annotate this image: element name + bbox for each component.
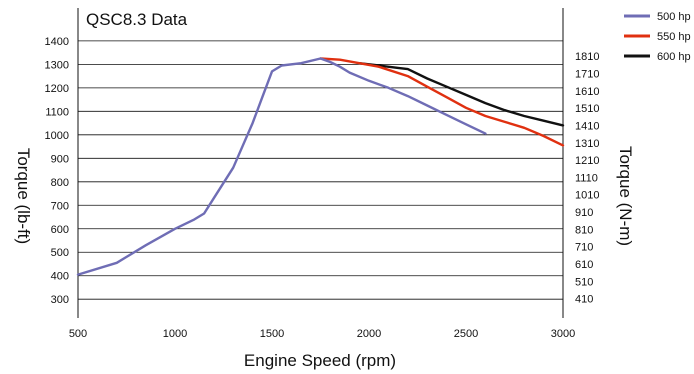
y2-tick-label: 1710 [575,69,599,81]
y-tick-label: 700 [51,200,69,212]
chart-title: QSC8.3 Data [86,10,188,29]
y2-tick-label: 610 [575,259,593,271]
series-layer [76,57,565,276]
series-line-550-hp [319,57,565,147]
y-tick-label: 400 [51,271,69,283]
tick-labels: 300 400 500 600 700 800 900 1000 1100 1200 1300 140… [45,36,600,340]
y-tick-label: 900 [51,153,69,165]
y-tick-label: 300 [51,294,69,306]
series-line-500-hp [76,57,487,276]
x-tick-label: 2500 [454,328,478,340]
y2-tick-label: 1110 [575,172,598,184]
grid-lines [78,40,563,300]
y-tick-label: 1300 [45,59,69,71]
y-tick-label: 1000 [45,130,69,142]
y2-tick-label: 410 [575,294,593,306]
y2-tick-label: 1010 [575,190,599,202]
x-tick-label: 3000 [551,328,575,340]
chart-axes [77,8,564,318]
y-tick-label: 1400 [45,36,69,48]
y-axis-title-left: Torque (lb-ft) [14,148,33,244]
y2-tick-label: 1210 [575,155,599,167]
y2-tick-label: 1310 [575,138,599,150]
y-tick-label: 800 [51,177,69,189]
x-tick-label: 1500 [260,328,284,340]
y2-tick-label: 1810 [575,51,599,63]
x-tick-label: 1000 [163,328,187,340]
x-tick-label: 500 [69,328,87,340]
y2-tick-label: 810 [575,224,593,236]
y2-tick-label: 1410 [575,120,599,132]
y2-tick-label: 910 [575,207,593,219]
legend-label: 600 hp [657,51,691,63]
series-line-600-hp [358,62,565,127]
y-tick-label: 1100 [45,106,69,118]
x-axis-title: Engine Speed (rpm) [244,351,396,370]
y2-tick-label: 710 [575,242,593,254]
y-axis-title-right: Torque (N-m) [616,146,635,246]
y2-tick-label: 1610 [575,86,599,98]
y-tick-label: 1200 [45,83,69,95]
y-tick-label: 600 [51,224,69,236]
y2-tick-label: 1510 [575,103,599,115]
legend: 500 hp 550 hp 600 hp [624,11,691,63]
y-tick-label: 500 [51,247,69,259]
legend-label: 550 hp [657,31,691,43]
y2-tick-label: 510 [575,276,593,288]
legend-label: 500 hp [657,11,691,23]
x-tick-label: 2000 [357,328,381,340]
